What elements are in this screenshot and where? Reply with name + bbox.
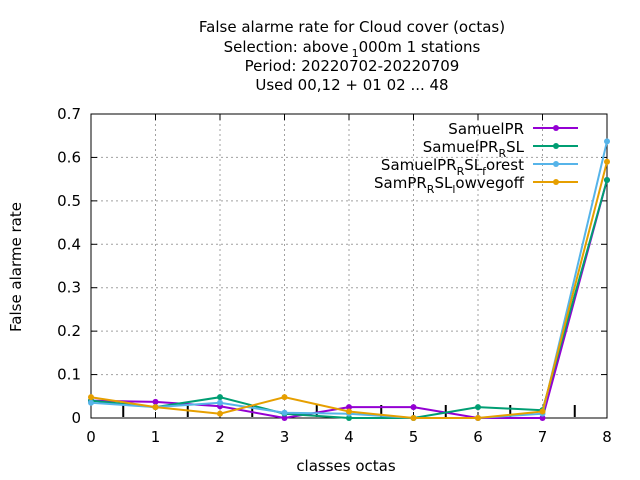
title-line-4: Used 00,12 + 01 02 ... 48 xyxy=(255,76,448,94)
legend-label-1: SamuelPR xyxy=(448,120,524,138)
legend-swatch-marker xyxy=(553,161,559,167)
legend-label-2: SamuelPRRSL xyxy=(423,138,525,160)
title-line-3: Period: 20220702-20220709 xyxy=(245,57,460,75)
legend-swatch-marker xyxy=(553,143,559,149)
title-line-2-rest: 000m 1 stations xyxy=(359,38,481,56)
x-tick-label: 2 xyxy=(215,428,225,446)
legend-label-2-sub: R xyxy=(498,147,506,160)
y-tick-label: 0.5 xyxy=(57,192,81,210)
x-tick-label: 1 xyxy=(151,428,161,446)
data-point xyxy=(346,415,352,421)
data-point xyxy=(152,404,159,411)
data-point xyxy=(152,398,159,405)
data-point xyxy=(346,408,352,415)
data-point xyxy=(539,408,546,415)
y-axis-label: False alarme rate xyxy=(7,202,25,332)
x-tick-label: 7 xyxy=(538,428,548,446)
data-point xyxy=(346,404,352,411)
y-tick-label: 0.6 xyxy=(57,148,81,166)
chart-title: False alarme rate for Cloud cover (octas… xyxy=(199,18,505,94)
title-line-2-text: Selection: above xyxy=(224,38,349,56)
title-line-2: Selection: above 1000m 1 stations xyxy=(224,38,481,60)
legend: SamuelPR SamuelPRRSL SamuelPRRSLforest S… xyxy=(374,120,578,196)
x-tick-label: 0 xyxy=(86,428,96,446)
x-tick-label: 6 xyxy=(473,428,483,446)
y-tick-label: 0.7 xyxy=(57,105,81,123)
y-tick-label: 0.3 xyxy=(57,279,81,297)
legend-label-3: SamuelPRRSLforest xyxy=(381,156,524,178)
legend-label-4-c: owvegoff xyxy=(455,174,524,192)
title-line-2-sub: 1 xyxy=(352,47,359,60)
series-4 xyxy=(88,158,610,421)
title-line-1: False alarme rate for Cloud cover (octas… xyxy=(199,18,505,36)
data-point xyxy=(475,404,481,411)
data-point xyxy=(604,177,610,184)
legend-label-4-sub1: R xyxy=(427,183,435,196)
legend-label-3-sub2: f xyxy=(482,165,487,178)
y-axis-ticks: 0 0.1 0.2 0.3 0.4 0.5 0.6 0.7 xyxy=(57,105,607,427)
data-point xyxy=(475,415,481,421)
data-point xyxy=(217,399,223,406)
legend-label-4-sub2: l xyxy=(452,183,455,196)
x-tick-label: 8 xyxy=(602,428,612,446)
legend-label-4-b: SL xyxy=(434,174,453,192)
y-tick-label: 0 xyxy=(71,409,81,427)
data-point xyxy=(88,394,94,401)
data-point xyxy=(88,399,94,406)
legend-swatch-marker xyxy=(553,125,559,131)
data-point xyxy=(604,138,610,145)
grid xyxy=(91,114,607,418)
legend-label-3-b: SL xyxy=(464,156,483,174)
x-tick-label: 4 xyxy=(344,428,354,446)
data-point xyxy=(281,409,288,416)
legend-label-2-a: SamuelPR xyxy=(423,138,499,156)
legend-swatch-marker xyxy=(553,179,559,185)
data-point xyxy=(539,415,546,421)
legend-label-1-text: SamuelPR xyxy=(448,120,524,138)
legend-label-3-a: SamuelPR xyxy=(381,156,457,174)
x-tick-label: 3 xyxy=(280,428,290,446)
y-tick-label: 0.4 xyxy=(57,235,81,253)
data-point xyxy=(410,415,417,421)
data-point xyxy=(217,410,223,417)
series-group xyxy=(88,138,610,421)
y-tick-label: 0.2 xyxy=(57,322,81,340)
data-point xyxy=(281,394,288,401)
legend-label-4: SamPRRSLlowvegoff xyxy=(374,174,525,196)
legend-swatches xyxy=(533,125,578,185)
legend-label-3-sub1: R xyxy=(457,165,465,178)
x-axis-label: classes octas xyxy=(296,457,396,475)
data-point xyxy=(281,415,288,421)
y-tick-label: 0.1 xyxy=(57,366,81,384)
data-point xyxy=(410,404,417,411)
data-point xyxy=(604,158,610,165)
legend-label-3-c: orest xyxy=(486,156,524,174)
data-point xyxy=(217,394,223,401)
legend-label-4-a: SamPR xyxy=(374,174,427,192)
legend-label-2-b: SL xyxy=(506,138,525,156)
x-tick-label: 5 xyxy=(409,428,419,446)
